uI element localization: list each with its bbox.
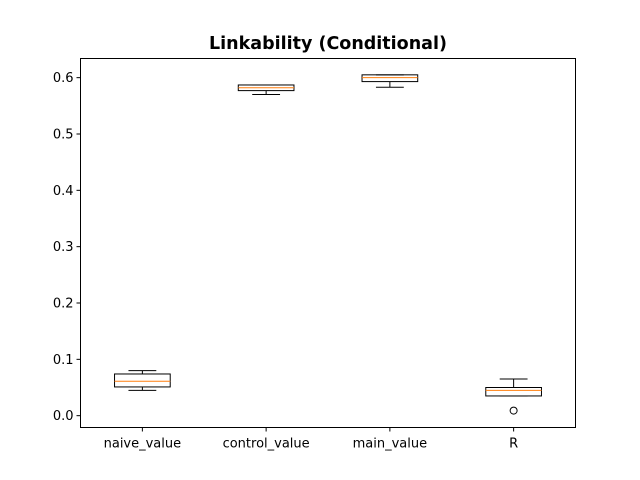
y-tick-label: 0.5 [53, 127, 74, 142]
box [485, 387, 542, 397]
x-tick-label: naive_value [104, 437, 182, 452]
y-tick-label: 0.3 [53, 240, 74, 255]
y-tick-label: 0.6 [53, 71, 74, 86]
y-tick-label: 0.2 [53, 296, 74, 311]
axes-frame [80, 58, 576, 428]
box [361, 74, 419, 83]
plot-area: 0.0 0.1 0.2 0.3 0.4 0.5 0.6 naive_value control_… [53, 71, 542, 452]
x-tick-label: control_value [223, 437, 310, 452]
x-tick-label: R [509, 437, 518, 452]
chart-title: Linkability (Conditional) [209, 34, 447, 54]
y-tick-label: 0.1 [53, 353, 74, 368]
x-tick-label: main_value [353, 437, 428, 452]
y-tick-label: 0.0 [53, 409, 74, 424]
y-tick-label: 0.4 [53, 184, 74, 199]
box [114, 373, 171, 388]
outlier-point [509, 406, 518, 415]
